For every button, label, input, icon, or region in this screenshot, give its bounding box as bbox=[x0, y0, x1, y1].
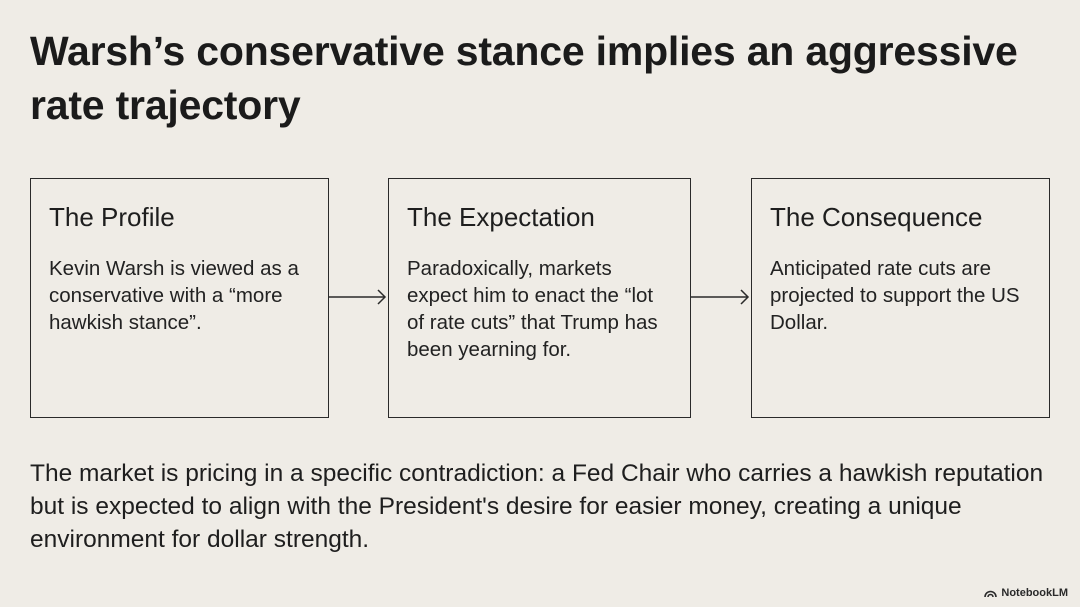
step-box-expectation: The Expectation Paradoxically, markets e… bbox=[388, 178, 691, 418]
right-arrow-icon bbox=[691, 286, 751, 308]
step-heading: The Profile bbox=[49, 202, 175, 232]
notebooklm-logo-icon bbox=[984, 588, 998, 598]
step-body: Paradoxically, markets expect him to ena… bbox=[407, 257, 658, 361]
step-body: Kevin Warsh is viewed as a conservative … bbox=[49, 257, 299, 334]
step-box-consequence: The Consequence Anticipated rate cuts ar… bbox=[751, 178, 1050, 418]
brand-label: NotebookLM bbox=[1001, 587, 1068, 599]
slide-title: Warsh’s conservative stance implies an a… bbox=[30, 28, 1018, 128]
step-heading: The Consequence bbox=[770, 202, 983, 232]
step-box-profile: The Profile Kevin Warsh is viewed as a c… bbox=[30, 178, 329, 418]
step-heading: The Expectation bbox=[407, 202, 595, 232]
summary-text: The market is pricing in a specific cont… bbox=[30, 460, 1044, 553]
step-body: Anticipated rate cuts are projected to s… bbox=[770, 257, 1020, 334]
brand-badge: NotebookLM bbox=[984, 587, 1068, 599]
right-arrow-icon bbox=[329, 286, 388, 308]
